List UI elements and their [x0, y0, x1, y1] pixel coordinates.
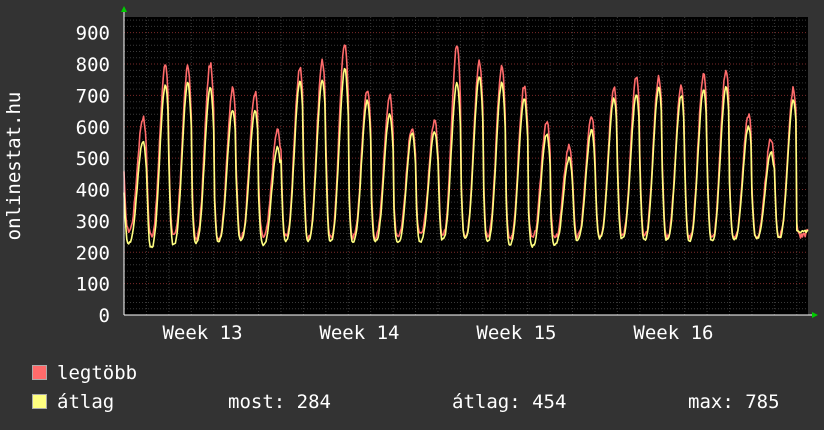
y-tick-label: 700: [76, 85, 110, 107]
y-axis-arrow-icon: [121, 6, 127, 12]
plot-area: [124, 17, 808, 315]
x-axis-arrow-icon: [812, 312, 818, 318]
stat-max: max: 785: [688, 391, 780, 413]
x-tick-label: Week 13: [162, 322, 242, 344]
legend-label-avg: átlag: [57, 391, 115, 413]
stat-avg-label: átlag:: [452, 391, 521, 413]
stat-max-label: max:: [688, 391, 734, 413]
legend-swatch-avg: [32, 394, 47, 409]
y-tick-label: 600: [76, 117, 110, 139]
y-tick-label: 0: [99, 305, 110, 327]
line-chart: 0 100 200 300 400 500 600 700 800 900 Week 13 Week …: [76, 6, 818, 344]
y-tick-label: 900: [76, 23, 110, 45]
stat-now: most: 284: [228, 391, 331, 413]
y-tick-label: 100: [76, 274, 110, 296]
y-tick-label: 400: [76, 180, 110, 202]
x-tick-label: Week 16: [633, 322, 713, 344]
legend-item-max: legtöbb: [32, 362, 137, 384]
x-tick-label: Week 14: [319, 322, 399, 344]
legend-swatch-max: [32, 365, 47, 380]
y-axis-label: onlinestat.hu: [3, 91, 25, 241]
series-line-atlag: [123, 67, 809, 249]
y-tick-label: 200: [76, 242, 110, 264]
y-tick-label: 500: [76, 148, 110, 170]
stat-avg-value: 454: [532, 391, 567, 413]
x-tick-label: Week 15: [476, 322, 556, 344]
stat-max-value: 785: [745, 391, 780, 413]
stat-now-label: most:: [228, 391, 286, 413]
legend-item-avg: átlag: [32, 391, 114, 413]
stat-avg: átlag: 454: [452, 391, 566, 413]
y-tick-label: 800: [76, 54, 110, 76]
legend-label-max: legtöbb: [57, 362, 138, 384]
y-tick-label: 300: [76, 211, 110, 233]
stat-now-value: 284: [296, 391, 331, 413]
